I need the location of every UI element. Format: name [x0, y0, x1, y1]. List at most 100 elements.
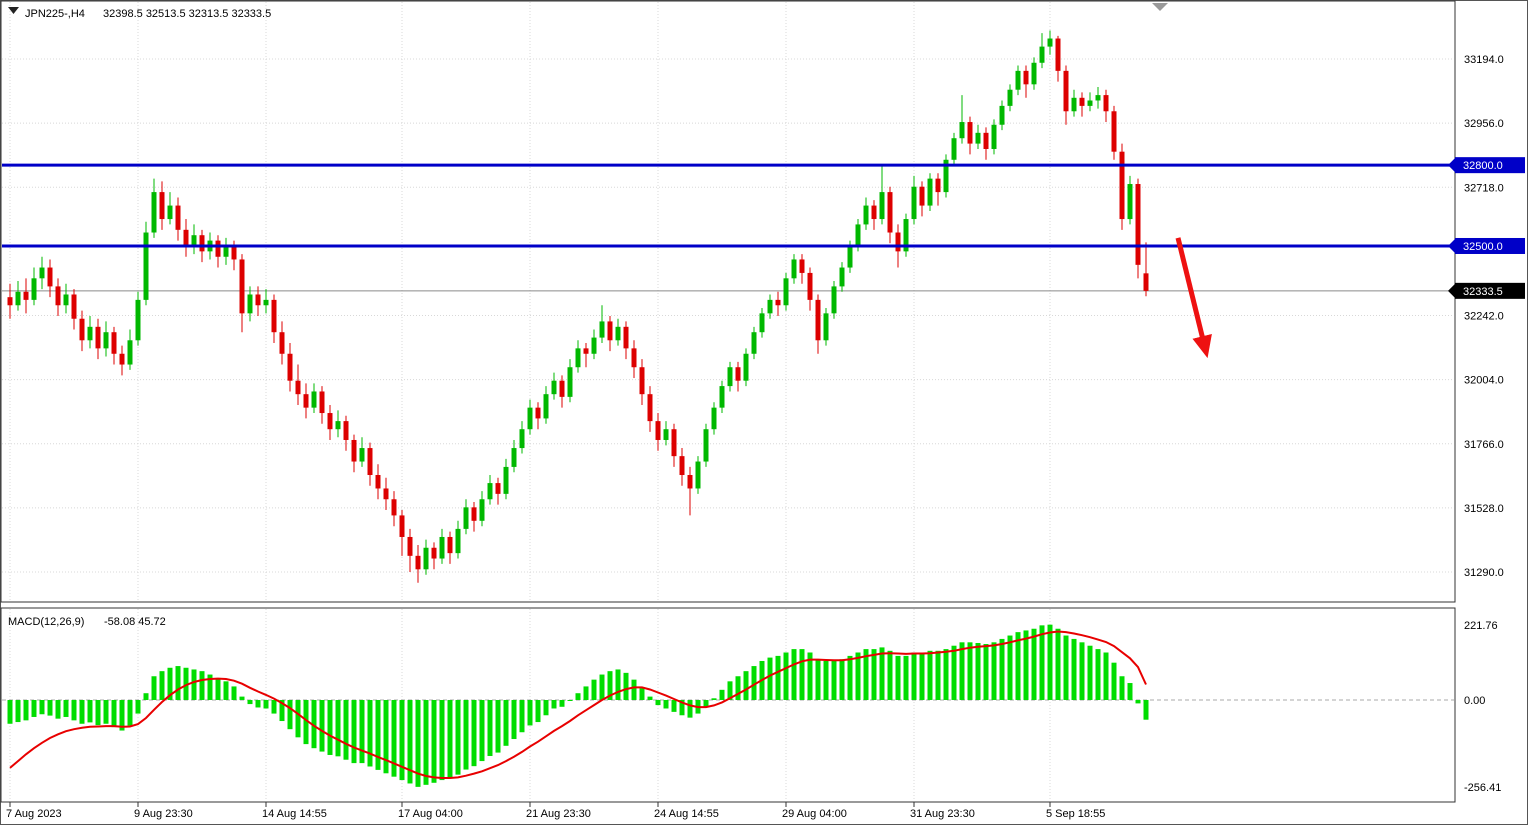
- candle-body: [183, 229, 189, 246]
- candle-body: [455, 528, 461, 554]
- candle-body: [247, 294, 253, 314]
- level-price-tag-notch: [1448, 237, 1456, 254]
- candle-body: [7, 297, 13, 306]
- candle-body: [1087, 100, 1093, 106]
- macd-histogram-bar: [55, 700, 61, 719]
- time-axis[interactable]: [1, 803, 1455, 824]
- macd-histogram-bar: [983, 644, 989, 700]
- candle-body: [255, 294, 261, 306]
- macd-histogram-bar: [991, 642, 997, 700]
- candle-body: [319, 391, 325, 414]
- candle-body: [271, 299, 277, 333]
- shift-marker-icon[interactable]: [1152, 3, 1168, 11]
- macd-histogram-bar: [567, 700, 573, 701]
- macd-histogram-bar: [655, 700, 661, 706]
- time-label: 21 Aug 23:30: [526, 808, 591, 820]
- macd-histogram-bar: [1127, 683, 1133, 700]
- macd-histogram-bar: [431, 700, 437, 783]
- trend-arrow[interactable]: [1175, 237, 1212, 359]
- candle-body: [1031, 62, 1037, 85]
- time-label: 9 Aug 23:30: [134, 808, 193, 820]
- macd-histogram-bar: [63, 700, 69, 717]
- macd-histogram-bar: [159, 671, 165, 700]
- candle-body: [967, 122, 973, 144]
- candle-body: [743, 353, 749, 381]
- macd-histogram-bar: [279, 700, 285, 722]
- macd-histogram-bar: [551, 700, 557, 709]
- macd-histogram-bar: [255, 700, 261, 708]
- candle-body: [239, 259, 245, 314]
- candle-body: [551, 380, 557, 395]
- macd-histogram-bar: [31, 700, 37, 717]
- macd-histogram-bar: [439, 700, 445, 781]
- macd-histogram-bar: [967, 642, 973, 700]
- candle-body: [423, 547, 429, 570]
- candle-body: [399, 515, 405, 537]
- macd-histogram-bar: [47, 700, 53, 716]
- macd-histogram-bar: [671, 700, 677, 712]
- time-label: 7 Aug 2023: [6, 808, 62, 820]
- candle-body: [543, 394, 549, 419]
- candle-body: [839, 267, 845, 287]
- candle-body: [47, 267, 53, 287]
- price-tick-label: 31290.0: [1464, 567, 1504, 579]
- candle-body: [87, 326, 93, 341]
- macd-histogram-bar: [359, 700, 365, 764]
- candle-body: [1127, 184, 1133, 220]
- macd-histogram-bar: [575, 693, 581, 700]
- main-chart-panel[interactable]: [0, 0, 1456, 603]
- price-tick-label: 32718.0: [1464, 182, 1504, 194]
- candle-body: [343, 421, 349, 440]
- candle-body: [583, 348, 589, 354]
- candle-body: [367, 448, 373, 476]
- candle-body: [727, 367, 733, 387]
- macd-histogram-bar: [935, 650, 941, 700]
- macd-panel[interactable]: [0, 607, 1456, 803]
- candle-body: [695, 461, 701, 489]
- macd-tick-label: -256.41: [1464, 782, 1501, 794]
- candle-body: [639, 367, 645, 395]
- macd-histogram-bar: [399, 700, 405, 781]
- macd-histogram-bar: [215, 677, 221, 700]
- candle-body: [1063, 70, 1069, 112]
- level-price-tag: [1455, 237, 1525, 254]
- macd-histogram-bar: [319, 700, 325, 752]
- macd-histogram-bar: [271, 700, 277, 714]
- macd-histogram-bar: [535, 700, 541, 723]
- candle-body: [1079, 97, 1085, 106]
- macd-histogram-bar: [175, 666, 181, 700]
- macd-histogram-bar: [679, 700, 685, 716]
- macd-histogram-bar: [167, 667, 173, 700]
- candle-body: [431, 547, 437, 559]
- macd-histogram-bar: [495, 700, 501, 753]
- candle-body: [327, 413, 333, 430]
- candle-body: [999, 105, 1005, 125]
- macd-histogram-bar: [143, 693, 149, 700]
- candle-body: [1023, 70, 1029, 85]
- macd-histogram-bar: [807, 652, 813, 700]
- candle-body: [791, 259, 797, 279]
- macd-histogram-bar: [719, 689, 725, 700]
- candle-body: [655, 421, 661, 440]
- candle-body: [135, 299, 141, 341]
- candle-body: [1071, 97, 1077, 112]
- candle-body: [879, 192, 885, 220]
- time-label: 31 Aug 23:30: [910, 808, 975, 820]
- macd-histogram-bar: [903, 655, 909, 700]
- candle-body: [575, 348, 581, 368]
- macd-histogram-bar: [711, 698, 717, 700]
- price-tick-label: 32956.0: [1464, 118, 1504, 130]
- macd-histogram-bar: [815, 659, 821, 700]
- candle-body: [895, 232, 901, 252]
- macd-histogram-bar: [1103, 652, 1109, 700]
- candle-body: [759, 313, 765, 333]
- level-price-tag: [1455, 157, 1525, 174]
- level-price-tag-label: 32800.0: [1463, 160, 1503, 172]
- candle-body: [127, 340, 133, 365]
- symbol-dropdown-icon[interactable]: [8, 7, 19, 14]
- candle-body: [31, 278, 37, 300]
- candle-body: [1055, 38, 1061, 71]
- price-tick-label: 32242.0: [1464, 311, 1504, 323]
- candle-body: [831, 286, 837, 314]
